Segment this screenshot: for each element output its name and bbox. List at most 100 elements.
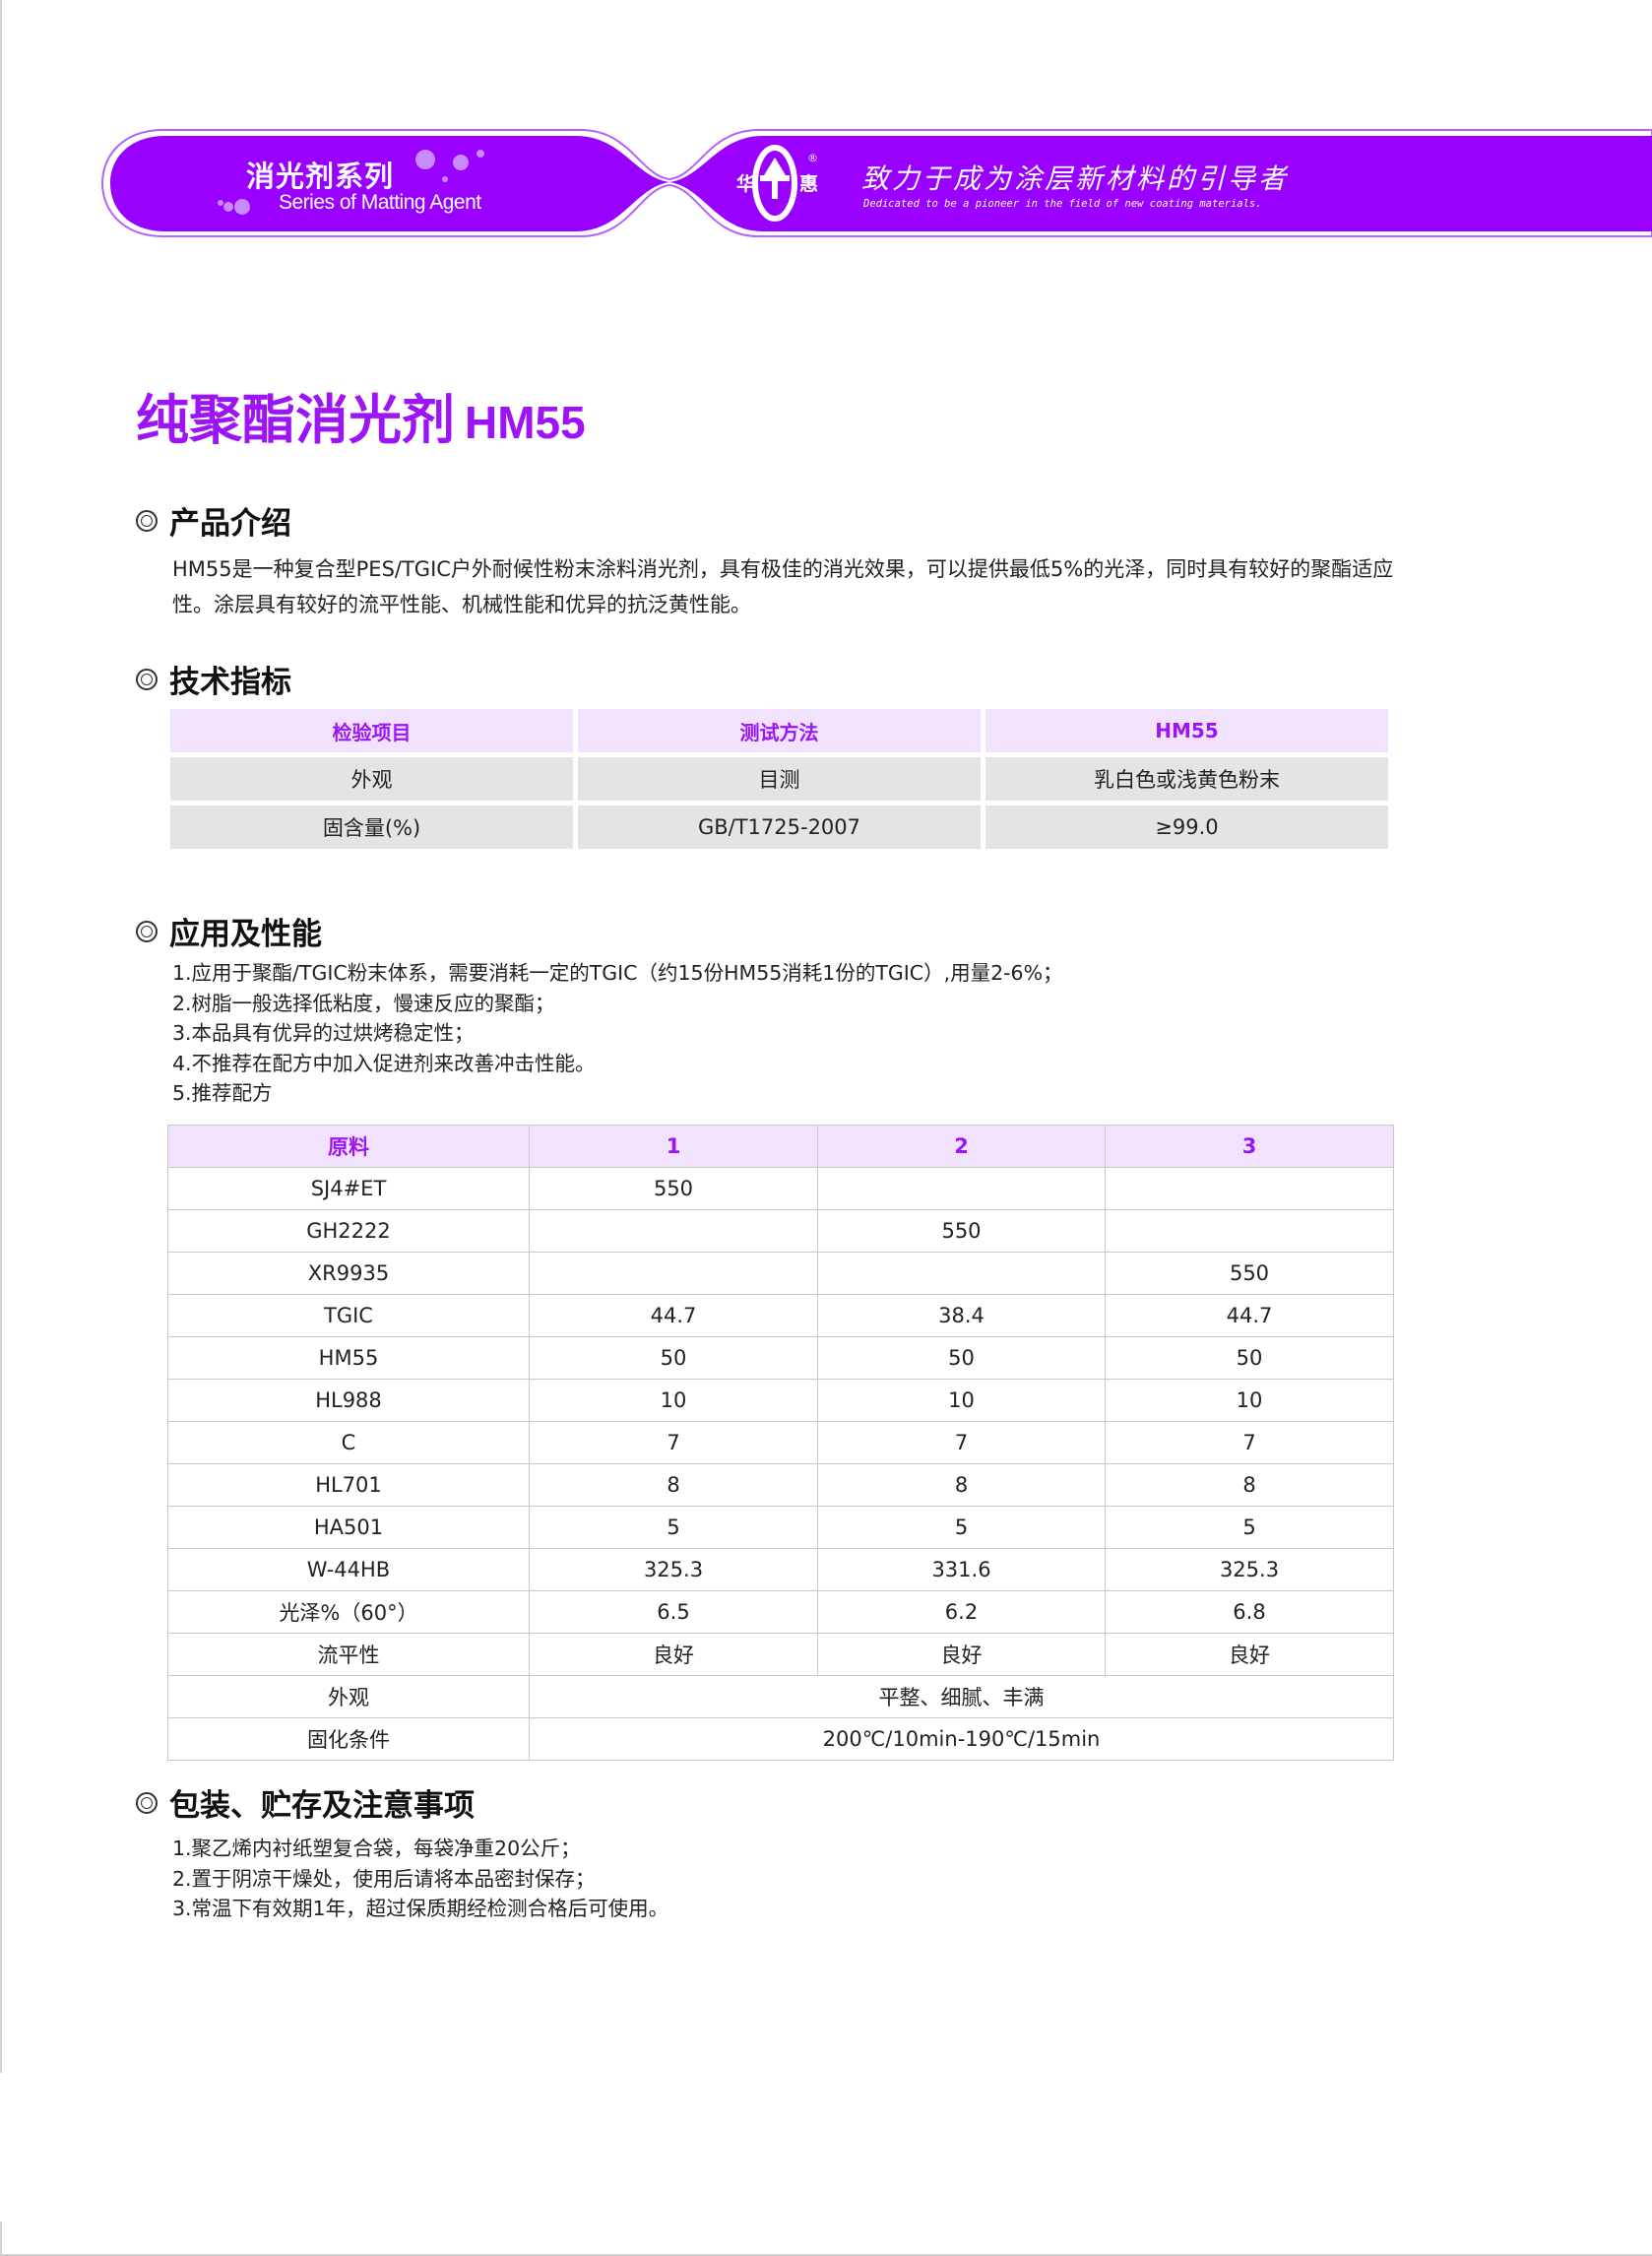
table-cell: 7	[817, 1421, 1106, 1464]
double-circle-icon	[136, 668, 158, 690]
table-cell: 光泽%（60°）	[167, 1590, 530, 1634]
series-title-en: Series of Matting Agent	[279, 191, 481, 214]
merged-cell: 平整、细腻、丰满	[529, 1675, 1394, 1718]
table-cell: 5	[1105, 1506, 1394, 1549]
list-item: 3.常温下有效期1年，超过保质期经检测合格后可使用。	[172, 1897, 669, 1921]
table-row: 流平性 良好 良好 良好	[167, 1633, 1394, 1676]
table-cell: 流平性	[167, 1633, 530, 1676]
list-item: 3.本品具有优异的过烘烤稳定性；	[172, 1021, 475, 1046]
table-cell: 8	[1105, 1463, 1394, 1507]
list-item: 2.置于阴凉干燥处，使用后请将本品密封保存；	[172, 1866, 596, 1891]
table-cell: 10	[529, 1379, 818, 1422]
table-cell: 50	[529, 1336, 818, 1380]
table-cell: 固含量(%)	[170, 806, 573, 849]
table-cell	[1105, 1167, 1394, 1210]
table-cell: 7	[1105, 1421, 1394, 1464]
page-title: 纯聚酯消光剂 HM55	[136, 376, 586, 454]
logo-char-right: 惠	[799, 173, 819, 195]
table-cell: 44.7	[529, 1294, 818, 1337]
table-row: 固化条件 200℃/10min-190℃/15min	[167, 1717, 1394, 1761]
table-row: SJ4#ET 550	[167, 1167, 1394, 1210]
table-cell: 50	[1105, 1336, 1394, 1380]
table-cell: HL988	[167, 1379, 530, 1422]
page-border	[0, 2254, 1652, 2256]
table-cell: TGIC	[167, 1294, 530, 1337]
series-title-cn: 消光剂系列	[246, 160, 395, 193]
table-row: HM55 50 50 50	[167, 1336, 1394, 1380]
table-cell: 乳白色或浅黄色粉末	[985, 757, 1388, 801]
table-cell: 良好	[817, 1633, 1106, 1676]
table-cell: 良好	[1105, 1633, 1394, 1676]
table-cell: 固化条件	[167, 1717, 530, 1761]
header-cell: 检验项目	[170, 709, 573, 752]
header-cell: 1	[529, 1125, 818, 1168]
product-model: HM55	[465, 397, 586, 448]
bubbles-decoration	[218, 150, 484, 215]
table-header-row: 检验项目 测试方法 HM55	[170, 709, 1388, 752]
table-cell: W-44HB	[167, 1548, 530, 1591]
table-cell: 38.4	[817, 1294, 1106, 1337]
table-cell: 325.3	[1105, 1548, 1394, 1591]
table-row: W-44HB 325.3 331.6 325.3	[167, 1548, 1394, 1591]
table-header-row: 原料 1 2 3	[167, 1125, 1394, 1168]
table-cell	[529, 1209, 818, 1253]
heading-text: 应用及性能	[169, 917, 322, 952]
section-heading-application: 应用及性能	[136, 909, 322, 953]
list-item: 5.推荐配方	[172, 1081, 273, 1106]
list-item: 4.不推荐在配方中加入促进剂来改善冲击性能。	[172, 1051, 596, 1075]
table-cell: GB/T1725-2007	[578, 806, 981, 849]
table-cell: 外观	[170, 757, 573, 801]
table-cell: 550	[1105, 1252, 1394, 1295]
table-cell: 5	[529, 1506, 818, 1549]
spec-table: 检验项目 测试方法 HM55 外观 目测 乳白色或浅黄色粉末 固含量(%) GB…	[165, 704, 1393, 854]
header-cell: 测试方法	[578, 709, 981, 752]
table-cell: 8	[529, 1463, 818, 1507]
table-cell: 6.8	[1105, 1590, 1394, 1634]
table-cell: 331.6	[817, 1548, 1106, 1591]
list-item: 1.应用于聚酯/TGIC粉末体系，需要消耗一定的TGIC（约15份HM55消耗1…	[172, 961, 1063, 985]
heading-text: 技术指标	[169, 665, 291, 700]
table-row: 外观 目测 乳白色或浅黄色粉末	[170, 757, 1388, 801]
formula-table: 原料 1 2 3 SJ4#ET 550 GH2222 550 XR9935 550 TGIC…	[167, 1125, 1394, 1761]
list-item: 1.聚乙烯内衬纸塑复合袋，每袋净重20公斤；	[172, 1837, 581, 1860]
section-heading-specs: 技术指标	[136, 657, 291, 701]
table-row: GH2222 550	[167, 1209, 1394, 1253]
table-row: 外观 平整、细腻、丰满	[167, 1675, 1394, 1718]
product-name: 纯聚酯消光剂	[136, 389, 455, 451]
table-row: 固含量(%) GB/T1725-2007 ≥99.0	[170, 806, 1388, 849]
table-row: XR9935 550	[167, 1252, 1394, 1295]
table-cell: 550	[817, 1209, 1106, 1253]
table-row: TGIC 44.7 38.4 44.7	[167, 1294, 1394, 1337]
section-heading-intro: 产品介绍	[136, 498, 291, 543]
table-cell: 10	[1105, 1379, 1394, 1422]
double-circle-icon	[136, 1791, 158, 1814]
table-cell: 外观	[167, 1675, 530, 1718]
table-cell: 10	[817, 1379, 1106, 1422]
table-cell: 8	[817, 1463, 1106, 1507]
table-cell: HL701	[167, 1463, 530, 1507]
double-circle-icon	[136, 920, 158, 942]
table-cell: C	[167, 1421, 530, 1464]
header-cell: 原料	[167, 1125, 530, 1168]
registered-mark: ®	[807, 152, 818, 164]
merged-cell: 200℃/10min-190℃/15min	[529, 1717, 1394, 1761]
heading-text: 包装、贮存及注意事项	[169, 1788, 475, 1824]
table-row: HL701 8 8 8	[167, 1463, 1394, 1507]
list-item: 2.树脂一般选择低粘度，慢速反应的聚酯；	[172, 991, 555, 1015]
table-cell: 6.2	[817, 1590, 1106, 1634]
header-cell: 2	[817, 1125, 1106, 1168]
table-row: HL988 10 10 10	[167, 1379, 1394, 1422]
heading-text: 产品介绍	[169, 506, 291, 542]
logo-icon	[752, 145, 797, 222]
table-cell	[817, 1167, 1106, 1210]
table-cell: 6.5	[529, 1590, 818, 1634]
table-cell: SJ4#ET	[167, 1167, 530, 1210]
table-cell: 44.7	[1105, 1294, 1394, 1337]
banner-shape	[100, 129, 1652, 237]
header-cell: HM55	[985, 709, 1388, 752]
application-list: 1.应用于聚酯/TGIC粉末体系，需要消耗一定的TGIC（约15份HM55消耗1…	[172, 958, 1063, 1109]
page-border	[0, 0, 2, 2073]
table-cell: 325.3	[529, 1548, 818, 1591]
logo-char-left: 华	[736, 173, 756, 195]
